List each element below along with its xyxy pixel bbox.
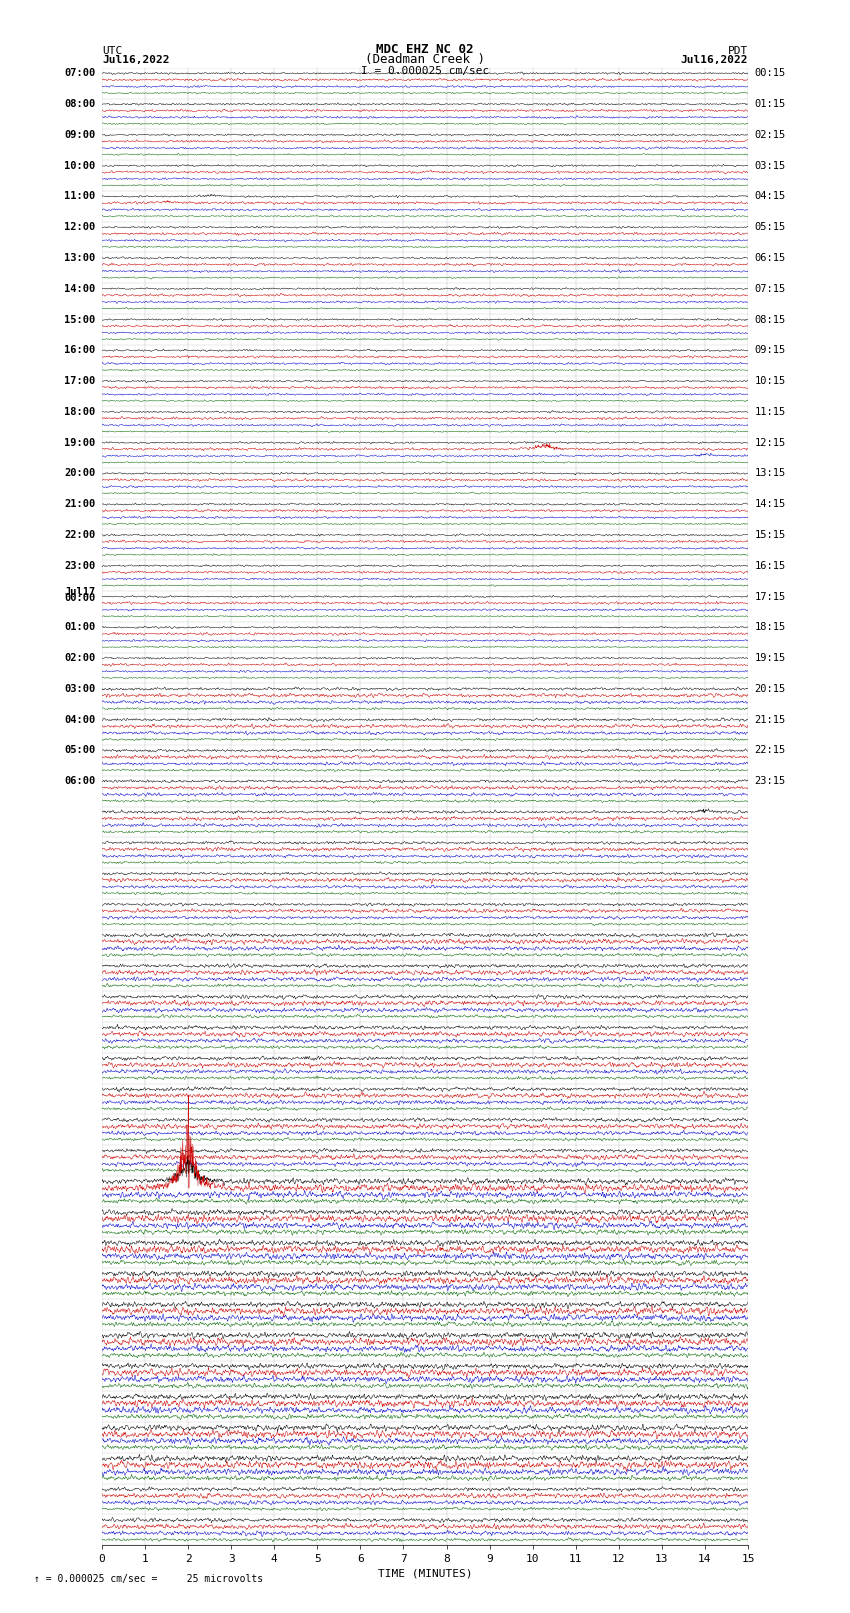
Text: 06:00: 06:00 [65, 776, 95, 786]
Text: 07:15: 07:15 [755, 284, 785, 294]
Text: Jul16,2022: Jul16,2022 [681, 55, 748, 65]
Text: 20:15: 20:15 [755, 684, 785, 694]
Text: 02:00: 02:00 [65, 653, 95, 663]
Text: 10:00: 10:00 [65, 161, 95, 171]
Text: 18:00: 18:00 [65, 406, 95, 416]
Text: I = 0.000025 cm/sec: I = 0.000025 cm/sec [361, 66, 489, 76]
Text: 12:00: 12:00 [65, 223, 95, 232]
Text: 19:00: 19:00 [65, 437, 95, 448]
Text: 21:15: 21:15 [755, 715, 785, 724]
Text: 03:15: 03:15 [755, 161, 785, 171]
Text: 15:15: 15:15 [755, 531, 785, 540]
Text: UTC: UTC [102, 45, 122, 56]
Text: 06:15: 06:15 [755, 253, 785, 263]
Text: 09:15: 09:15 [755, 345, 785, 355]
Text: 23:00: 23:00 [65, 561, 95, 571]
Text: 02:15: 02:15 [755, 131, 785, 140]
Text: 03:00: 03:00 [65, 684, 95, 694]
Text: Jul16,2022: Jul16,2022 [102, 55, 169, 65]
Text: 16:15: 16:15 [755, 561, 785, 571]
Text: (Deadman Creek ): (Deadman Creek ) [365, 53, 485, 66]
X-axis label: TIME (MINUTES): TIME (MINUTES) [377, 1568, 473, 1579]
Text: 11:00: 11:00 [65, 192, 95, 202]
Text: ↑ = 0.000025 cm/sec =     25 microvolts: ↑ = 0.000025 cm/sec = 25 microvolts [34, 1574, 264, 1584]
Text: 17:15: 17:15 [755, 592, 785, 602]
Text: MDC EHZ NC 02: MDC EHZ NC 02 [377, 42, 473, 56]
Text: 09:00: 09:00 [65, 131, 95, 140]
Text: Jul17: Jul17 [65, 587, 95, 597]
Text: 00:15: 00:15 [755, 68, 785, 79]
Text: 20:00: 20:00 [65, 468, 95, 479]
Text: 16:00: 16:00 [65, 345, 95, 355]
Text: 07:00: 07:00 [65, 68, 95, 79]
Text: 01:00: 01:00 [65, 623, 95, 632]
Text: PDT: PDT [728, 45, 748, 56]
Text: 13:00: 13:00 [65, 253, 95, 263]
Text: 05:00: 05:00 [65, 745, 95, 755]
Text: 15:00: 15:00 [65, 315, 95, 324]
Text: 23:15: 23:15 [755, 776, 785, 786]
Text: 00:00: 00:00 [65, 594, 95, 603]
Text: 11:15: 11:15 [755, 406, 785, 416]
Text: 04:00: 04:00 [65, 715, 95, 724]
Text: 12:15: 12:15 [755, 437, 785, 448]
Text: 13:15: 13:15 [755, 468, 785, 479]
Text: 21:00: 21:00 [65, 500, 95, 510]
Text: 19:15: 19:15 [755, 653, 785, 663]
Text: 08:00: 08:00 [65, 98, 95, 110]
Text: 22:15: 22:15 [755, 745, 785, 755]
Text: 04:15: 04:15 [755, 192, 785, 202]
Text: 10:15: 10:15 [755, 376, 785, 386]
Text: 14:15: 14:15 [755, 500, 785, 510]
Text: 08:15: 08:15 [755, 315, 785, 324]
Text: 17:00: 17:00 [65, 376, 95, 386]
Text: 05:15: 05:15 [755, 223, 785, 232]
Text: 18:15: 18:15 [755, 623, 785, 632]
Text: 22:00: 22:00 [65, 531, 95, 540]
Text: 01:15: 01:15 [755, 98, 785, 110]
Text: 14:00: 14:00 [65, 284, 95, 294]
